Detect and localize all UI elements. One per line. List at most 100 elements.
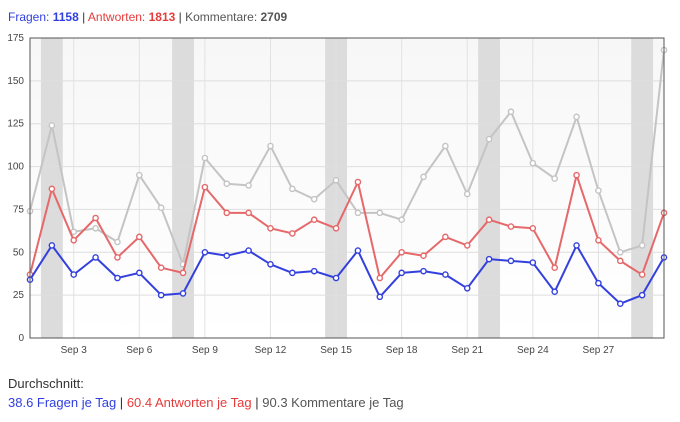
data-point-answers (332, 224, 340, 232)
weekend-band (631, 38, 654, 338)
data-point-questions (92, 254, 99, 261)
data-point-questions (420, 267, 427, 275)
data-point-questions (551, 288, 558, 296)
questions-count: 1158 (52, 10, 79, 24)
series-line-answers (29, 174, 665, 279)
data-point-questions (48, 242, 56, 249)
x-tick-label: Sep 3 (61, 345, 88, 356)
data-point-comments (529, 159, 537, 167)
x-tick-label: Sep 9 (192, 345, 219, 356)
separator: | (82, 10, 86, 24)
data-point-questions (310, 267, 318, 275)
answers-count: 1813 (148, 10, 176, 24)
data-point-comments (223, 180, 231, 188)
data-point-answers (92, 214, 99, 222)
data-point-questions (289, 269, 296, 277)
y-tick-label: 0 (18, 333, 24, 344)
averages-title: Durchschnitt: (8, 376, 84, 391)
data-point-comments (267, 142, 274, 150)
y-tick-label: 175 (7, 33, 24, 44)
data-point-comments (616, 248, 624, 256)
questions-label: Fragen: (8, 10, 50, 24)
data-point-answers (398, 248, 405, 256)
separator: | (178, 10, 182, 24)
data-point-answers (420, 252, 427, 260)
summary-stats: Fragen: 1158 | Antworten: 1813 | Komment… (8, 10, 287, 24)
y-tick-label: 125 (7, 119, 24, 130)
activity-chart: 0 25 50 75 100 125 150 175 Sep 3 Sep 6 Sep 9 Sep 12… (0, 30, 680, 362)
data-point-comments (332, 176, 340, 184)
avg-answers: 60.4 Antworten je Tag (126, 395, 252, 410)
data-point-comments (485, 135, 493, 143)
data-point-answers (616, 257, 624, 265)
data-point-comments (551, 175, 558, 182)
y-tick-label: 50 (13, 247, 25, 258)
data-point-comments (92, 224, 99, 232)
series-line-comments (29, 49, 665, 266)
data-point-answers (573, 171, 580, 179)
data-point-answers (595, 236, 602, 244)
data-point-questions (376, 293, 384, 301)
x-tick-label: Sep 27 (583, 345, 615, 356)
data-point-questions (398, 269, 405, 277)
comments-label: Kommentare: (185, 10, 258, 24)
data-point-comments (114, 238, 121, 246)
data-point-answers (179, 269, 187, 277)
data-point-questions (245, 247, 252, 254)
data-point-answers (48, 185, 56, 193)
data-point-comments (289, 185, 296, 193)
data-point-comments (157, 204, 165, 212)
y-tick-label: 75 (13, 204, 25, 215)
x-tick-label: Sep 15 (320, 345, 352, 356)
data-point-questions (529, 259, 537, 266)
data-point-answers (638, 271, 646, 278)
data-point-comments (310, 195, 318, 203)
data-point-questions (616, 300, 624, 308)
data-point-questions (442, 271, 449, 278)
data-point-comments (442, 142, 449, 150)
data-point-questions (114, 274, 121, 282)
data-point-answers (376, 274, 384, 282)
separator: | (255, 395, 259, 410)
data-point-comments (136, 171, 143, 179)
data-point-answers (245, 209, 252, 217)
activity-chart-svg: 0 25 50 75 100 125 150 175 Sep 3 Sep 6 Sep 9 Sep 12… (7, 33, 668, 356)
weekend-band (478, 38, 501, 338)
data-point-questions (267, 260, 274, 268)
y-tick-label: 25 (13, 290, 25, 301)
data-point-questions (507, 257, 515, 265)
plot-border (29, 37, 665, 339)
data-point-comments (48, 122, 56, 129)
data-point-answers (507, 223, 515, 230)
data-point-comments (638, 242, 646, 249)
data-point-questions (223, 252, 231, 260)
data-point-answers (354, 178, 362, 186)
data-point-comments (573, 113, 580, 121)
averages-section: Durchschnitt: 38.6 Fragen je Tag | 60.4 … (8, 374, 404, 412)
data-point-answers (223, 209, 231, 217)
data-point-questions (485, 255, 493, 263)
data-point-questions (179, 290, 187, 297)
data-point-questions (332, 274, 340, 282)
y-tick-label: 150 (7, 76, 24, 87)
data-point-answers (310, 216, 318, 224)
data-point-answers (267, 224, 274, 232)
data-point-answers (114, 254, 121, 261)
avg-questions: 38.6 Fragen je Tag (8, 395, 117, 410)
data-point-answers (201, 183, 209, 191)
data-point-comments (354, 209, 362, 217)
data-point-questions (201, 248, 209, 256)
data-point-questions (354, 247, 362, 254)
data-point-answers (442, 233, 449, 241)
weekend-band (172, 38, 194, 338)
data-point-comments (507, 108, 515, 116)
data-point-questions (70, 271, 78, 278)
data-point-comments (595, 187, 602, 194)
x-tick-label: Sep 21 (451, 345, 483, 356)
data-point-comments (463, 190, 471, 198)
data-point-answers (529, 224, 537, 232)
data-point-questions (573, 242, 580, 249)
x-tick-label: Sep 6 (126, 345, 153, 356)
data-point-answers (70, 236, 78, 244)
y-tick-label: 100 (7, 162, 24, 173)
